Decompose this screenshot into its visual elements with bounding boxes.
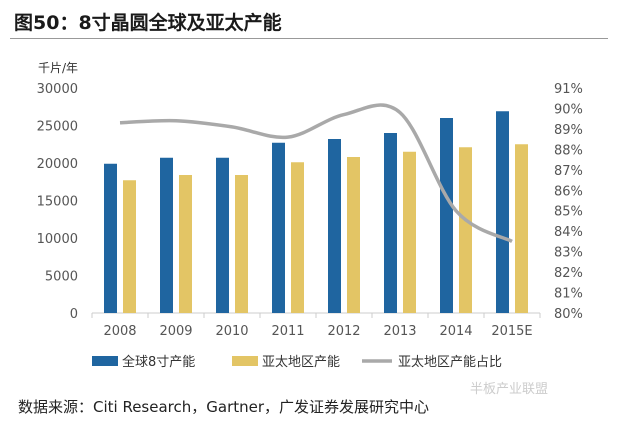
bar-apac (403, 151, 416, 313)
legend-label: 全球8寸产能 (122, 354, 195, 370)
x-tick-label: 2012 (327, 324, 360, 339)
bar-global (440, 118, 453, 313)
y-axis-label: 千片/年 (38, 61, 78, 75)
y2-tick-label: 90% (554, 102, 583, 117)
bar-apac (347, 157, 360, 313)
x-tick-label: 2014 (439, 324, 472, 339)
bar-global (104, 163, 117, 313)
y2-tick-label: 85% (554, 205, 583, 220)
y2-tick-label: 87% (554, 164, 583, 179)
bar-apac (235, 175, 248, 313)
x-tick-label: 2011 (271, 324, 304, 339)
watermark: 半板产业联盟 (470, 382, 549, 397)
bar-global (216, 157, 229, 313)
y-tick-label: 5000 (45, 270, 78, 285)
y2-tick-label: 91% (554, 82, 583, 97)
x-tick-label: 2008 (103, 324, 136, 339)
y2-tick-label: 86% (554, 184, 583, 199)
y-tick-label: 25000 (37, 120, 78, 135)
y-tick-label: 0 (70, 307, 78, 322)
y2-tick-label: 88% (554, 143, 583, 158)
bar-global (384, 133, 397, 313)
bar-global (328, 139, 341, 313)
line-apac-share (119, 103, 513, 243)
chart: 千片/年 0 5000 10000 15000 20000 25000 30000 80% 81%… (37, 61, 583, 370)
bar-global (160, 157, 173, 313)
y2-tick-label: 80% (554, 307, 583, 322)
chart-title: 图50：8寸晶圆全球及亚太产能 (14, 12, 282, 34)
x-tick-label: 2009 (159, 324, 192, 339)
bar-apac (291, 162, 304, 313)
bar-apac (459, 147, 472, 313)
bar-apac (123, 180, 136, 313)
legend-label: 亚太地区产能占比 (398, 355, 502, 370)
x-tick-label: 2015E (491, 324, 532, 339)
legend-label: 亚太地区产能 (262, 355, 340, 370)
y2-tick-label: 84% (554, 225, 583, 240)
legend-swatch (232, 356, 258, 366)
y2-tick-label: 81% (554, 287, 583, 302)
x-tick-label: 2013 (383, 324, 416, 339)
y2-tick-label: 82% (554, 266, 583, 281)
source-note: 数据来源：Citi Research，Gartner，广发证券发展研究中心 (18, 398, 430, 416)
bar-apac (515, 144, 528, 313)
y-tick-label: 30000 (37, 82, 78, 97)
y2-tick-label: 83% (554, 246, 583, 261)
legend-swatch (92, 356, 118, 366)
y-tick-label: 20000 (37, 157, 78, 172)
bar-apac (179, 175, 192, 313)
y-tick-label: 15000 (37, 195, 78, 210)
title-divider (10, 38, 608, 39)
bar-global (496, 111, 509, 313)
y-tick-label: 10000 (37, 232, 78, 247)
x-tick-label: 2010 (215, 324, 248, 339)
bar-global (272, 142, 285, 313)
y2-tick-label: 89% (554, 123, 583, 138)
